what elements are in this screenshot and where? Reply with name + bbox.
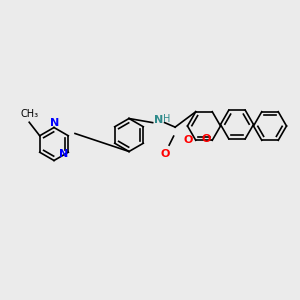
Text: O: O [201,134,211,144]
Text: H: H [163,114,170,124]
Text: O: O [161,149,170,159]
Text: O: O [183,135,193,145]
Text: N: N [59,149,68,159]
Text: N: N [50,118,59,128]
Text: CH₃: CH₃ [20,109,38,119]
Text: N: N [154,115,164,125]
